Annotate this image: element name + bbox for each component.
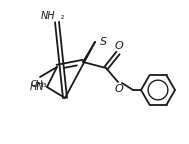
- Text: CH₃: CH₃: [31, 80, 47, 89]
- Text: HN: HN: [29, 82, 44, 92]
- Text: O: O: [115, 41, 123, 51]
- Text: ₂: ₂: [61, 12, 64, 21]
- Text: S: S: [100, 37, 107, 47]
- Text: NH: NH: [40, 11, 55, 21]
- Text: O: O: [115, 84, 123, 94]
